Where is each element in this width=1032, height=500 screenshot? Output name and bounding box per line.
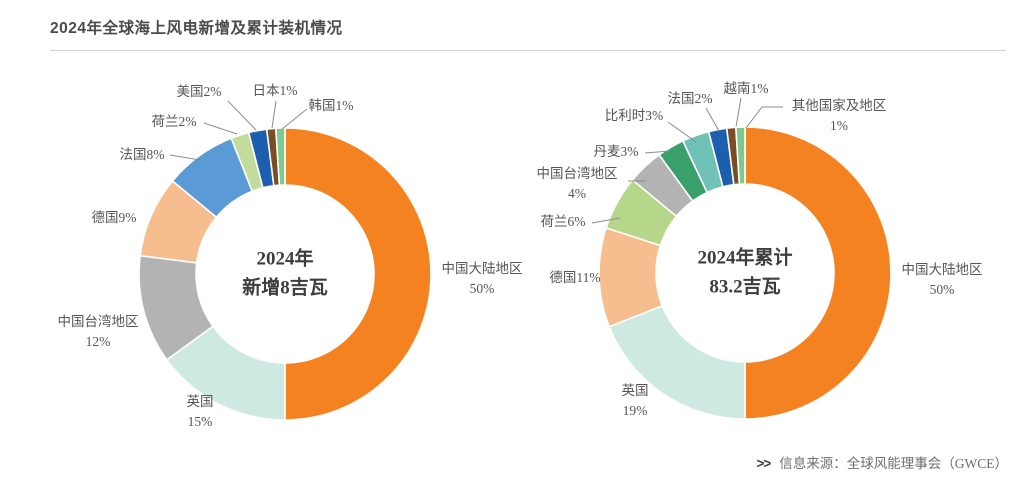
slice-label-丹麦: 丹麦3% <box>593 143 639 159</box>
leader-line-荷兰 <box>591 217 621 224</box>
title-divider <box>50 50 1006 51</box>
slice-label-荷兰: 荷兰6% <box>540 213 586 229</box>
slice-label-中国大陆地区: 中国大陆地区 50% <box>901 261 983 297</box>
slice-label-韩国: 韩国1% <box>308 97 354 113</box>
leader-line-丹麦 <box>644 150 671 154</box>
left-donut-center-line2: 新增8吉瓦 <box>242 277 328 298</box>
leader-line-韩国 <box>281 108 308 130</box>
slice-label-日本: 日本1% <box>252 82 298 98</box>
leader-line-荷兰 <box>203 122 238 135</box>
leader-line-比利时 <box>667 121 697 143</box>
donut-slice-中国大陆地区 <box>744 126 892 420</box>
donut-slice-其他国家及地区 <box>734 126 746 186</box>
slice-label-越南: 越南1% <box>723 80 769 96</box>
slice-label-英国: 英国 15% <box>186 393 214 429</box>
leader-line-法国 <box>705 107 720 132</box>
right-donut-center-line1: 2024年累计 <box>697 247 793 269</box>
slice-label-比利时: 比利时3% <box>604 107 664 123</box>
slice-label-中国大陆地区: 中国大陆地区 50% <box>441 260 523 296</box>
left-donut-center-line1: 2024年 <box>256 248 314 270</box>
page-title: 2024年全球海上风电新增及累计装机情况 <box>50 20 343 37</box>
slice-label-其他国家及地区: 其他国家及地区 1% <box>791 97 887 133</box>
slice-label-中国台湾地区: 中国台湾地区 12% <box>57 313 139 349</box>
source-text: 信息来源：全球风能理事会（GWCE） <box>779 456 1008 471</box>
leader-line-美国 <box>227 100 257 131</box>
leader-line-其他国家及地区 <box>745 106 783 129</box>
slice-label-英国: 英国 19% <box>621 382 649 418</box>
slice-label-德国: 德国9% <box>91 209 137 225</box>
slice-label-法国: 法国8% <box>119 146 165 162</box>
leader-line-越南 <box>735 97 742 128</box>
leader-line-日本 <box>271 100 277 129</box>
slice-label-荷兰: 荷兰2% <box>151 113 197 129</box>
slice-label-美国: 美国2% <box>176 83 222 99</box>
slice-label-德国: 德国11% <box>549 269 601 285</box>
donut-slice-中国大陆地区 <box>284 127 432 421</box>
chevrons-icon: >> <box>756 456 771 471</box>
slice-label-法国: 法国2% <box>667 90 713 106</box>
donut-slice-韩国 <box>274 127 286 187</box>
right-donut-center-line2: 83.2吉瓦 <box>709 276 781 297</box>
slice-label-中国台湾地区: 中国台湾地区 4% <box>536 165 618 201</box>
right-donut-center-label: 2024年累计 83.2吉瓦 <box>697 245 792 302</box>
source-line: >> 信息来源：全球风能理事会（GWCE） <box>756 452 1008 472</box>
left-donut-center-label: 2024年 新增8吉瓦 <box>242 246 328 303</box>
leader-line-法国 <box>169 154 201 161</box>
